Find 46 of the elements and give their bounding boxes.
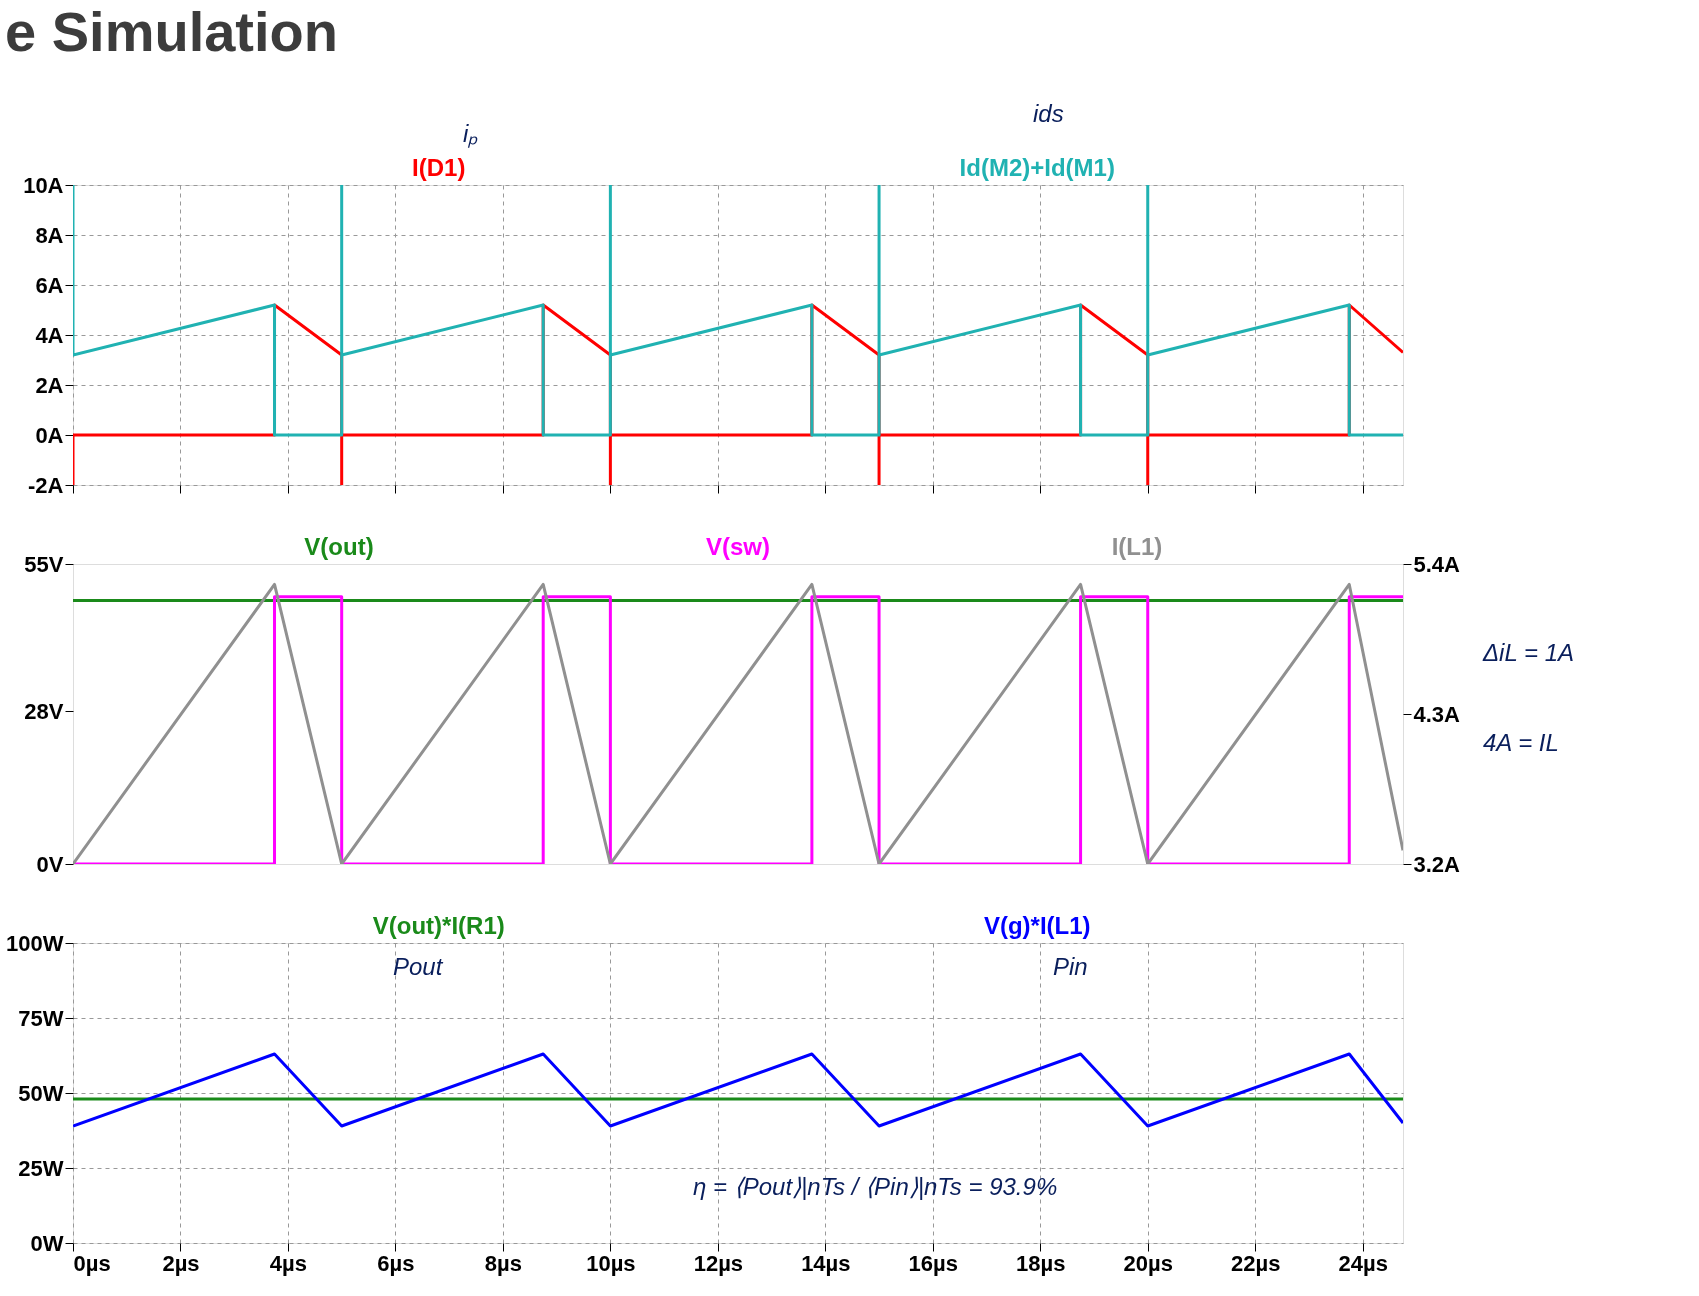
annotation: Pout — [393, 953, 444, 980]
x-tick-label: 2µs — [162, 1250, 200, 1276]
series-label: I(L1) — [1111, 533, 1163, 560]
text: V(g)*I(L1) — [983, 912, 1091, 939]
y-tick-label: 50W — [18, 1080, 64, 1106]
y-tick-label: 10A — [23, 172, 64, 198]
y-tick-label: 75W — [18, 1005, 64, 1031]
text: I(D1) — [412, 154, 466, 181]
y-tick-label: 55V — [24, 551, 64, 577]
y-tick-label: 4A — [35, 322, 64, 348]
x-tick-label: 14µs — [801, 1250, 851, 1276]
y-tick-label: 0A — [35, 422, 64, 448]
x-tick-label: 24µs — [1338, 1250, 1388, 1276]
text: iₚ — [463, 120, 479, 148]
x-tick-label: 18µs — [1016, 1250, 1066, 1276]
y-tick-label: -2A — [28, 472, 64, 498]
y2-tick-label: 4.3A — [1413, 701, 1461, 727]
chart-title: e Simulation — [5, 0, 338, 63]
y2-tick-label: 5.4A — [1413, 551, 1461, 577]
y-tick-label: 100W — [6, 930, 64, 956]
x-tick-label: 6µs — [377, 1250, 415, 1276]
y-tick-label: 28V — [24, 698, 64, 724]
text: ids — [1033, 100, 1064, 127]
x-tick-label: 0µs — [73, 1250, 111, 1276]
annotation: η = ⟨Pout⟩|nTs / ⟨Pin⟩|nTs = 93.9% — [693, 1173, 1058, 1200]
y-tick-label: 0V — [36, 851, 64, 877]
x-tick-label: 10µs — [586, 1250, 636, 1276]
text: ΔiL = 1A — [1482, 639, 1575, 666]
y-tick-label: 0W — [30, 1230, 64, 1256]
series-label: V(out) — [304, 533, 374, 560]
x-tick-label: 12µs — [693, 1250, 744, 1276]
x-tick-label: 20µs — [1123, 1250, 1173, 1276]
x-tick-label: 4µs — [269, 1250, 308, 1276]
y-tick-label: 2A — [35, 372, 64, 398]
x-tick-label: 22µs — [1231, 1250, 1281, 1276]
x-tick-label: 8µs — [484, 1250, 522, 1276]
annotation: Pin — [1053, 953, 1088, 980]
y-tick-label: 8A — [35, 222, 64, 248]
text: 4A = IL — [1483, 729, 1559, 756]
x-tick-label: 16µs — [908, 1250, 958, 1276]
text: V(sw) — [705, 533, 771, 560]
series-label: Id(M2)+Id(M1) — [959, 154, 1115, 181]
text: V(out)*I(R1) — [372, 912, 505, 939]
y-tick-label: 6A — [35, 272, 64, 298]
y-tick-label: 25W — [18, 1155, 64, 1181]
y2-tick-label: 3.2A — [1413, 851, 1461, 877]
